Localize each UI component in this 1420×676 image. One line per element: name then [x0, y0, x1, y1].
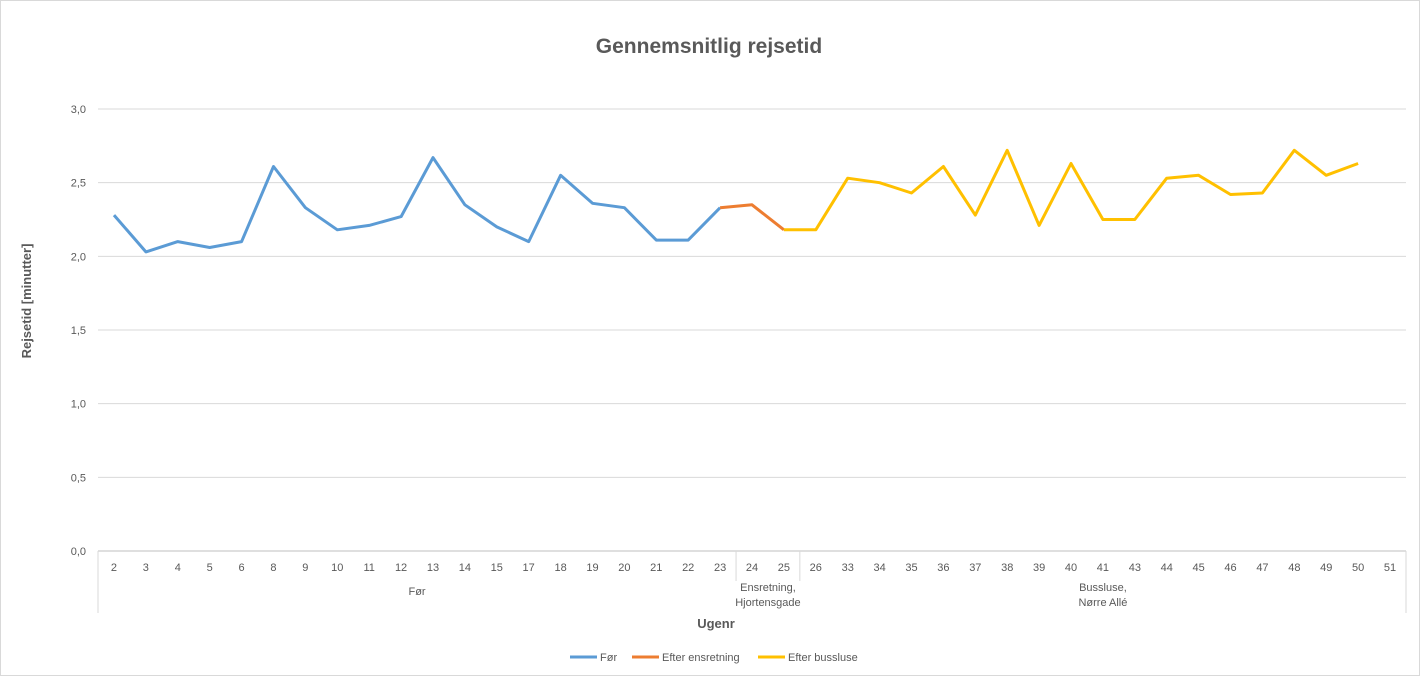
x-group-label: Ensretning, Hjortensgade [735, 582, 800, 609]
y-tick-label: 1,5 [71, 325, 86, 337]
x-tick-label: 2 [111, 562, 117, 574]
y-tick-label: 0,0 [71, 546, 86, 558]
x-tick-label: 12 [395, 562, 407, 574]
y-axis-label: Rejsetid [minutter] [19, 244, 34, 359]
x-tick-label: 47 [1256, 562, 1268, 574]
x-tick-label: 51 [1384, 562, 1396, 574]
x-tick-label: 49 [1320, 562, 1332, 574]
legend-label: Efter ensretning [662, 652, 740, 664]
x-tick-label: 11 [363, 562, 374, 574]
x-tick-label: 24 [746, 562, 758, 574]
y-tick-label: 2,5 [71, 178, 86, 190]
x-tick-label: 8 [270, 562, 276, 574]
x-tick-label: 23 [714, 562, 726, 574]
series-line-efter-bussluse [783, 148, 1359, 232]
x-tick-label: 14 [459, 562, 471, 574]
legend-item: Efter bussluse [758, 652, 858, 664]
y-tick-label: 0,5 [71, 472, 86, 484]
x-tick-label: 18 [554, 562, 566, 574]
legend-item: Efter ensretning [632, 652, 740, 664]
x-tick-label: 37 [969, 562, 981, 574]
x-tick-label: 4 [175, 562, 181, 574]
y-tick-label: 1,0 [71, 399, 86, 411]
legend-label: Før [600, 652, 617, 664]
x-tick-label: 45 [1193, 562, 1205, 574]
x-tick-label: 41 [1097, 562, 1109, 574]
x-tick-label: 5 [207, 562, 213, 574]
chart-title: Gennemsnitlig rejsetid [596, 35, 822, 58]
x-tick-label: 17 [523, 562, 535, 574]
x-tick-label: 39 [1033, 562, 1045, 574]
x-tick-label: 25 [778, 562, 790, 574]
x-tick-label: 13 [427, 562, 439, 574]
x-tick-label: 15 [491, 562, 503, 574]
x-tick-label: 35 [905, 562, 917, 574]
x-tick-label: 50 [1352, 562, 1364, 574]
x-tick-label: 48 [1288, 562, 1300, 574]
x-tick-label: 43 [1129, 562, 1141, 574]
x-tick-label: 20 [618, 562, 630, 574]
x-axis-label: Ugenr [697, 616, 735, 631]
x-tick-label: 3 [143, 562, 149, 574]
x-tick-label: 46 [1224, 562, 1236, 574]
x-tick-label: 33 [842, 562, 854, 574]
x-tick-label: 34 [873, 562, 885, 574]
x-tick-label: 36 [937, 562, 949, 574]
legend-item: Før [570, 652, 617, 664]
x-group-label: Bussluse, Nørre Allé [1078, 582, 1127, 609]
series-line-efter-ensretning [719, 203, 785, 231]
x-tick-label: 26 [810, 562, 822, 574]
series-line-før [112, 156, 722, 254]
legend-label: Efter bussluse [788, 652, 858, 664]
x-tick-label: 44 [1161, 562, 1173, 574]
y-tick-label: 2,0 [71, 251, 86, 263]
x-tick-label: 22 [682, 562, 694, 574]
x-tick-label: 21 [650, 562, 662, 574]
y-tick-label: 3,0 [71, 104, 86, 116]
x-tick-label: 40 [1065, 562, 1077, 574]
x-tick-label: 9 [302, 562, 308, 574]
x-tick-label: 6 [238, 562, 244, 574]
x-tick-label: 19 [586, 562, 598, 574]
x-tick-label: 10 [331, 562, 343, 574]
x-group-label: Før [408, 586, 425, 598]
x-tick-label: 38 [1001, 562, 1013, 574]
